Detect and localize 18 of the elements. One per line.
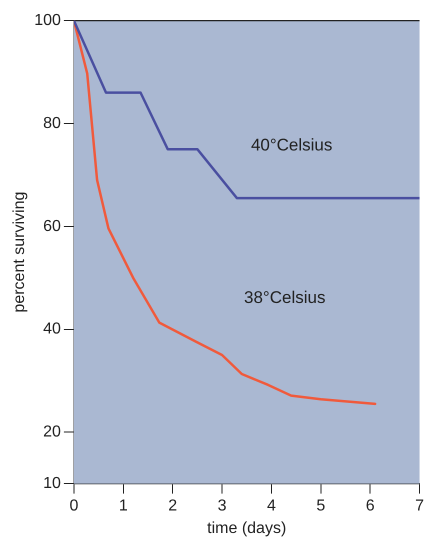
annotation: 38°Celsius [244,288,326,308]
x-tick-label: 2 [168,498,178,515]
x-tick-label: 1 [118,498,128,515]
y-tick-label: 10 [43,475,61,492]
y-tick-label: 60 [43,218,61,235]
y-axis-title: percent surviving [11,192,28,313]
annotation: 40°Celsius [250,135,332,154]
x-tick-label: 0 [69,498,78,515]
y-tick-label: 20 [43,424,61,441]
x-tick-label: 4 [266,498,276,515]
x-tick-label: 7 [415,498,424,515]
x-axis-title: time (days) [207,520,286,537]
x-tick-label: 6 [366,498,375,515]
y-tick-label: 100 [34,12,61,30]
x-tick-label: 3 [218,498,227,515]
y-tick-label: 40 [43,320,61,338]
y-tick-label: 80 [43,114,61,132]
x-tick-label: 5 [316,498,326,515]
